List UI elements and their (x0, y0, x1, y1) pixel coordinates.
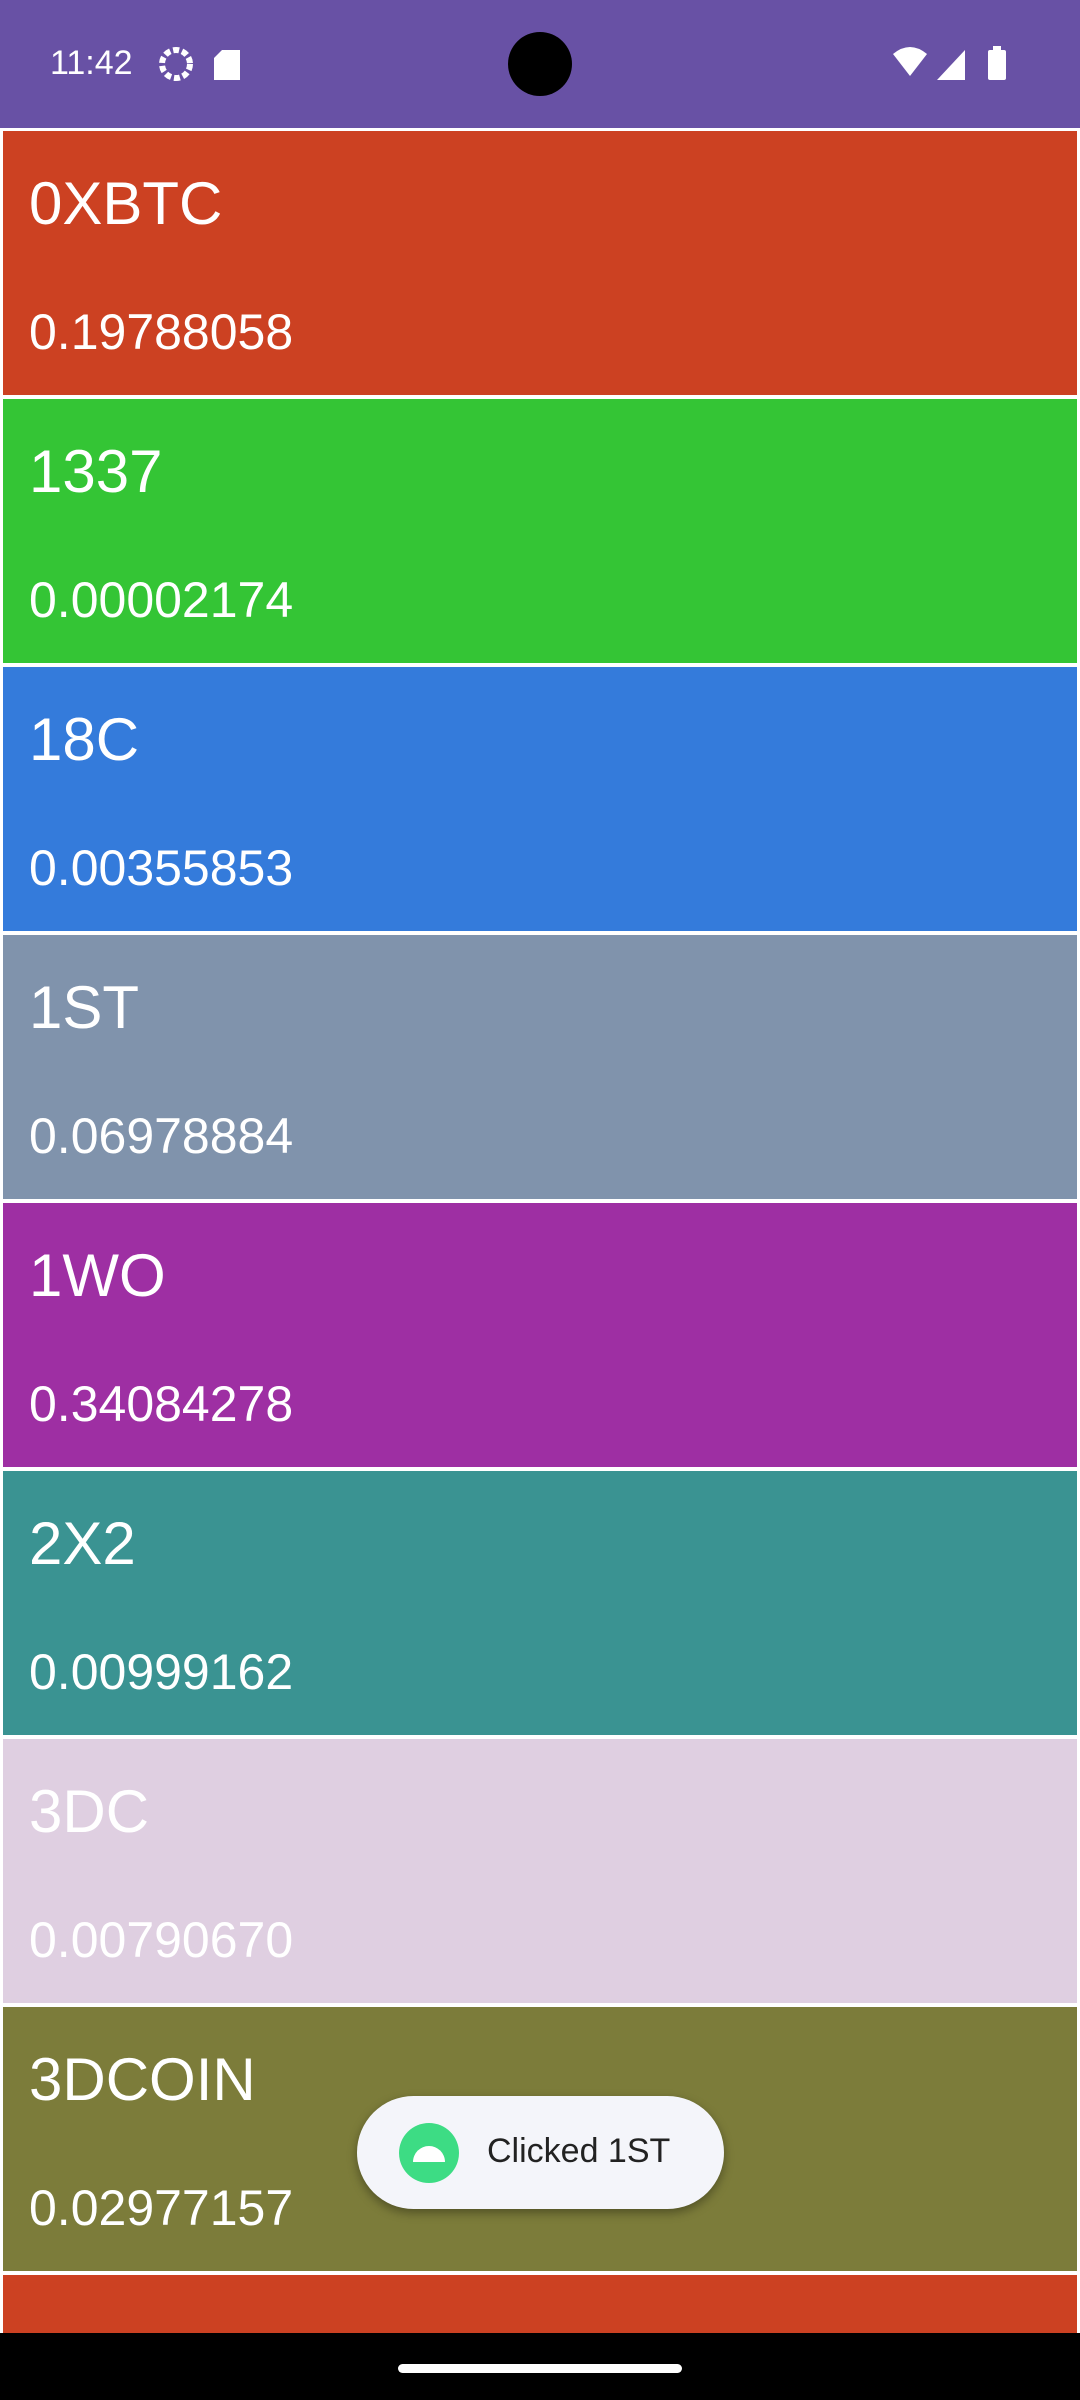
coin-name: 1WO (29, 1242, 166, 1309)
coin-item[interactable]: 3DC 0.00790670 (3, 1739, 1077, 2003)
coin-item[interactable]: 1WO 0.34084278 (3, 1203, 1077, 1467)
home-handle[interactable] (398, 2364, 682, 2373)
coin-name: 1ST (29, 974, 140, 1041)
coin-list: 0XBTC 0.19788058 1337 0.00002174 18C 0.003558… (0, 131, 1080, 2333)
coin-name: 2X2 (29, 1510, 136, 1577)
coin-item[interactable]: 1337 0.00002174 (3, 399, 1077, 663)
coin-name: 1337 (29, 438, 163, 505)
coin-price: 0.06978884 (29, 1108, 294, 1164)
coin-name: 3DC (29, 1778, 150, 1845)
coin-price: 0.00999162 (29, 1644, 294, 1700)
coin-item[interactable]: 18C 0.00355853 (3, 667, 1077, 931)
coin-item[interactable]: 1ST 0.06978884 (3, 935, 1077, 1199)
coin-price: 0.34084278 (29, 1376, 294, 1432)
toast: Clicked 1ST (357, 2096, 724, 2209)
toast-text: Clicked 1ST (487, 2132, 671, 2170)
toast-icon (399, 2123, 459, 2183)
coin-name: 3DCOIN (29, 2046, 256, 2113)
coin-price: 0.00790670 (29, 1912, 294, 1968)
coin-price: 0.02977157 (29, 2180, 294, 2236)
coin-name: 18C (29, 706, 140, 773)
navigation-bar (0, 2333, 1080, 2400)
coin-price: 0.19788058 (29, 304, 294, 360)
coin-item[interactable] (3, 2275, 1077, 2333)
coin-name: 0XBTC (29, 170, 223, 237)
status-bar: 11:42 (0, 0, 1080, 128)
coin-item[interactable]: 2X2 0.00999162 (3, 1471, 1077, 1735)
coin-price: 0.00355853 (29, 840, 294, 896)
coin-price: 0.00002174 (29, 572, 294, 628)
clock: 11:42 (50, 44, 133, 82)
coin-item[interactable]: 0XBTC 0.19788058 (3, 131, 1077, 395)
status-icons (159, 32, 1006, 96)
